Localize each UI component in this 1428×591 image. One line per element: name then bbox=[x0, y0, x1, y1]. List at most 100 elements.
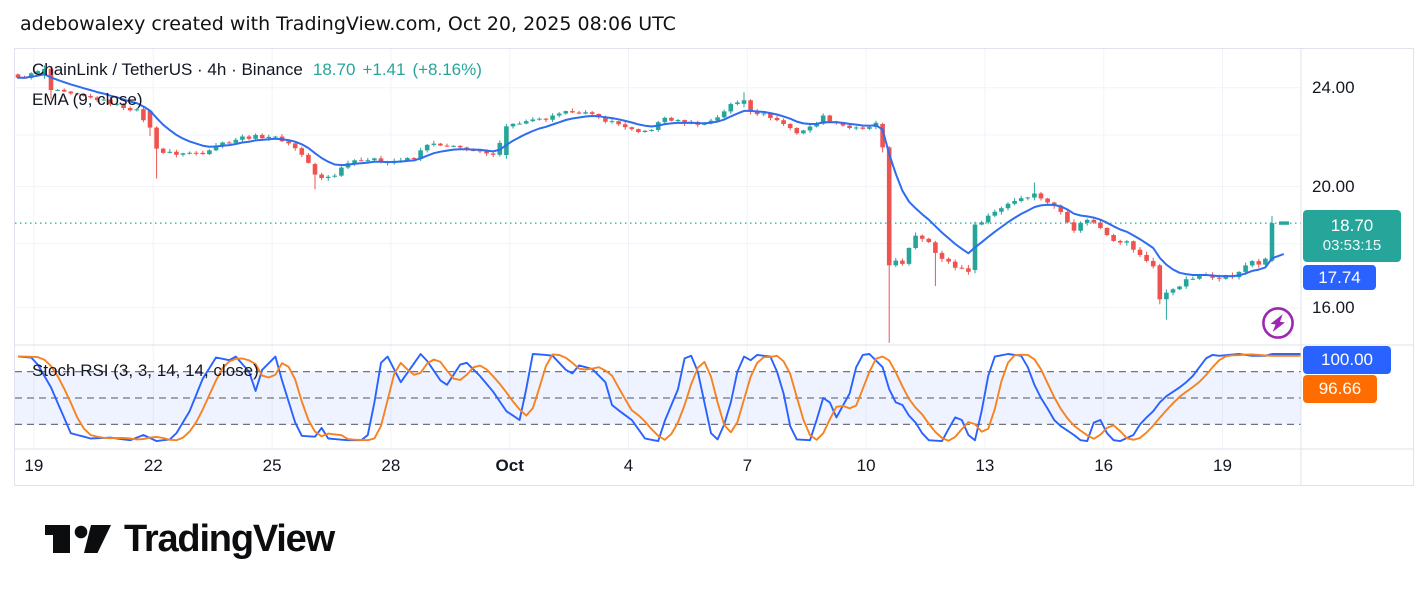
candle bbox=[15, 74, 21, 78]
candle bbox=[1038, 193, 1044, 199]
candle bbox=[609, 121, 615, 123]
candle bbox=[682, 120, 687, 124]
candle bbox=[735, 102, 740, 105]
candle bbox=[240, 136, 245, 140]
candle bbox=[893, 260, 899, 266]
candle bbox=[589, 112, 595, 114]
candle bbox=[253, 134, 258, 139]
candle bbox=[1065, 211, 1070, 223]
candle bbox=[886, 147, 892, 266]
candle bbox=[1183, 279, 1189, 287]
candle bbox=[794, 128, 800, 134]
candle bbox=[1117, 240, 1123, 243]
candle bbox=[563, 111, 569, 114]
candle bbox=[576, 112, 582, 114]
candle bbox=[352, 160, 357, 164]
candle bbox=[867, 127, 872, 129]
candle bbox=[985, 215, 991, 223]
candle bbox=[1098, 222, 1103, 228]
candle bbox=[259, 134, 265, 139]
candle bbox=[1150, 260, 1156, 267]
price-change-pct: (+8.16%) bbox=[412, 60, 482, 79]
tradingview-logo-text: TradingView bbox=[124, 518, 335, 560]
candle bbox=[42, 68, 47, 76]
candle bbox=[649, 129, 654, 131]
candle bbox=[358, 160, 364, 162]
candle bbox=[946, 258, 951, 262]
candle bbox=[847, 125, 852, 129]
candle bbox=[200, 152, 206, 155]
candle bbox=[167, 151, 173, 153]
candle bbox=[933, 242, 938, 253]
time-tick-label: 22 bbox=[143, 456, 163, 475]
candle bbox=[1124, 241, 1130, 243]
candle bbox=[820, 115, 826, 124]
candle bbox=[1144, 254, 1149, 261]
candle bbox=[853, 127, 859, 129]
candle bbox=[438, 143, 443, 146]
stoch-rsi-label[interactable]: Stoch RSI (3, 3, 14, 14, close) bbox=[32, 361, 259, 380]
candle bbox=[75, 93, 80, 95]
candle bbox=[1131, 241, 1136, 250]
candle bbox=[616, 121, 621, 125]
stoch-k-line bbox=[17, 353, 1301, 443]
stoch-d-line bbox=[18, 353, 1301, 442]
candle bbox=[1018, 198, 1024, 202]
candle bbox=[761, 113, 767, 115]
candle bbox=[622, 124, 628, 128]
candle bbox=[530, 119, 536, 122]
candle bbox=[220, 142, 225, 146]
candle bbox=[999, 208, 1004, 212]
candle bbox=[187, 152, 192, 154]
candle bbox=[728, 104, 734, 112]
tradingview-logo-icon bbox=[45, 525, 111, 553]
candle bbox=[1249, 261, 1255, 266]
candle bbox=[1058, 205, 1064, 212]
stoch-d-badge: 96.66 bbox=[1303, 375, 1377, 403]
candle bbox=[411, 158, 417, 160]
candle bbox=[814, 123, 819, 127]
candle bbox=[306, 154, 311, 163]
candle bbox=[642, 130, 648, 132]
candle bbox=[88, 95, 93, 98]
candle bbox=[226, 142, 232, 144]
candle bbox=[1032, 193, 1037, 198]
candle bbox=[160, 148, 166, 153]
candle bbox=[926, 238, 932, 243]
symbol-title: ChainLink / TetherUS · 4h · Binance bbox=[32, 60, 303, 79]
candle bbox=[48, 68, 54, 90]
candle bbox=[966, 268, 971, 272]
candle bbox=[325, 176, 331, 178]
chart-canvas[interactable] bbox=[15, 49, 1413, 485]
lightning-icon bbox=[1262, 307, 1294, 339]
candle bbox=[900, 260, 905, 264]
candle bbox=[913, 235, 918, 248]
candle bbox=[372, 158, 377, 161]
candle bbox=[860, 127, 866, 129]
flash-boost-button[interactable] bbox=[1260, 305, 1296, 341]
candle bbox=[1111, 235, 1116, 241]
candle bbox=[1005, 203, 1011, 209]
candle bbox=[1216, 277, 1222, 279]
time-tick-label: 25 bbox=[262, 456, 282, 475]
tradingview-logo[interactable]: TradingView bbox=[45, 518, 335, 560]
candle bbox=[1071, 222, 1077, 231]
candle bbox=[1104, 227, 1110, 236]
ema-indicator-label[interactable]: EMA (9, close) bbox=[32, 90, 143, 109]
last-price-badge-value: 18.70 bbox=[1330, 216, 1374, 235]
candle bbox=[1177, 286, 1182, 290]
candle bbox=[193, 152, 199, 154]
candle bbox=[246, 136, 252, 139]
candle bbox=[807, 126, 813, 131]
time-tick-label: 19 bbox=[24, 456, 44, 475]
time-tick-label: 7 bbox=[742, 456, 753, 475]
candle bbox=[180, 153, 186, 155]
time-tick-label: Oct bbox=[495, 456, 524, 475]
candle bbox=[207, 150, 212, 155]
candle bbox=[339, 167, 344, 176]
candle bbox=[81, 94, 87, 96]
candle bbox=[127, 108, 133, 111]
candle bbox=[906, 247, 912, 264]
candle bbox=[1025, 197, 1031, 199]
symbol-title-row[interactable]: ChainLink / TetherUS · 4h · Binance 18.70… bbox=[32, 60, 482, 80]
